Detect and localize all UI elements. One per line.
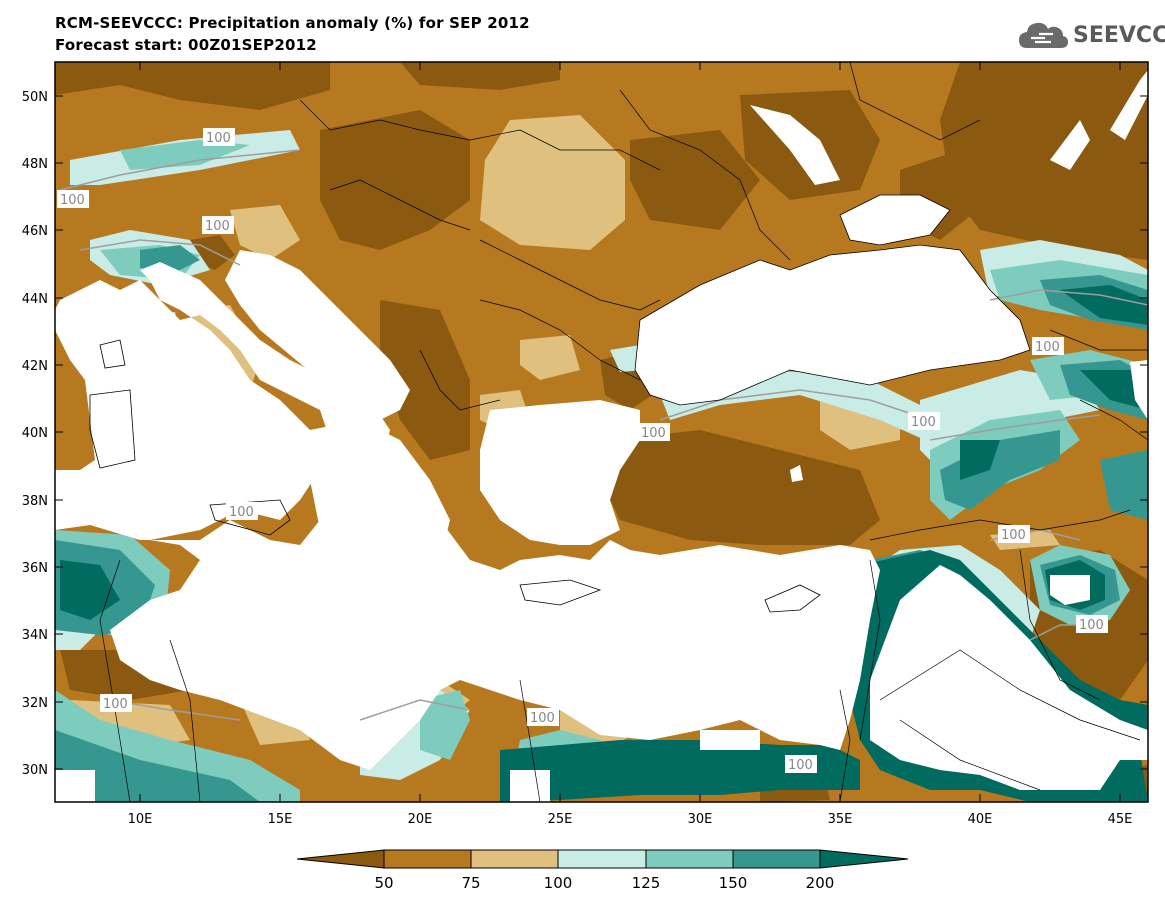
legend-label: 75 <box>461 874 480 892</box>
ionian-sea <box>310 420 450 580</box>
map-field: 100 100 100 100 100 100 100 100 100 100 … <box>55 62 1148 802</box>
legend-label: 150 <box>719 874 748 892</box>
tyrrhenian-sea <box>130 350 300 500</box>
lon-tick-label: 25E <box>548 812 573 827</box>
lon-tick-label: 10E <box>128 812 153 827</box>
lon-tick-label: 30E <box>688 812 713 827</box>
legend-swatch-above-200 <box>819 849 909 869</box>
sea-areas <box>55 195 1148 770</box>
contour-labels: 100 100 100 100 100 100 100 100 100 100 … <box>57 128 1108 773</box>
contour-label-100: 100 <box>103 697 128 712</box>
lat-tick-label: 46N <box>22 224 48 239</box>
legend-label: 125 <box>632 874 661 892</box>
lon-tick-label: 35E <box>828 812 853 827</box>
legend-swatch-75-100 <box>470 849 559 869</box>
lon-tick-label: 15E <box>268 812 293 827</box>
lat-tick-label: 48N <box>22 157 48 172</box>
adriatic-sea <box>225 250 410 420</box>
lat-tick-label: 42N <box>22 359 48 374</box>
legend-swatch-below-50 <box>296 849 385 869</box>
contour-label-100: 100 <box>205 219 230 234</box>
contour-label-100: 100 <box>641 426 666 441</box>
contour-label-100: 100 <box>530 711 555 726</box>
lat-tick-label: 34N <box>22 628 48 643</box>
mediterranean-sea <box>55 262 880 770</box>
legend-swatch-150-200 <box>732 849 821 869</box>
lat-tick-label: 44N <box>22 292 48 307</box>
seevccc-logo: SEEVCCC <box>1017 18 1165 52</box>
legend-label: 50 <box>374 874 393 892</box>
latitude-axis: 50N 48N 46N 44N 42N 40N 38N 36N 34N 32N … <box>22 90 1148 778</box>
contour-label-100: 100 <box>1079 618 1104 633</box>
title-line-2: Forecast start: 00Z01SEP2012 <box>55 36 317 54</box>
logo-text: SEEVCCC <box>1073 22 1165 48</box>
map-title: RCM-SEEVCCC: Precipitation anomaly (%) f… <box>55 12 530 56</box>
legend-swatch-125-150 <box>645 849 734 869</box>
lat-tick-label: 38N <box>22 494 48 509</box>
contour-label-100: 100 <box>1001 528 1026 543</box>
contour-label-100: 100 <box>60 193 85 208</box>
legend-swatch-100-125 <box>557 849 647 869</box>
no-data-patches <box>55 70 1148 802</box>
legend-label: 200 <box>806 874 835 892</box>
coastlines <box>89 194 1031 613</box>
lon-tick-label: 20E <box>408 812 433 827</box>
lat-tick-label: 36N <box>22 561 48 576</box>
country-borders <box>99 62 1148 802</box>
contour-label-100: 100 <box>206 131 231 146</box>
contour-label-100: 100 <box>788 758 813 773</box>
colorbar-legend <box>296 849 909 869</box>
lon-tick-label: 40E <box>968 812 993 827</box>
contour-label-100: 100 <box>229 505 254 520</box>
legend-label: 100 <box>544 874 573 892</box>
lon-tick-label: 45E <box>1108 812 1133 827</box>
caspian-sea <box>1130 360 1148 420</box>
sea-of-azov <box>840 195 950 245</box>
title-line-1: RCM-SEEVCCC: Precipitation anomaly (%) f… <box>55 14 530 32</box>
lat-tick-label: 40N <box>22 426 48 441</box>
lat-tick-label: 32N <box>22 696 48 711</box>
aegean-sea <box>480 400 640 545</box>
contour-label-100: 100 <box>911 415 936 430</box>
cloud-icon <box>1019 22 1068 48</box>
black-sea <box>635 245 1030 405</box>
lat-tick-label: 50N <box>22 90 48 105</box>
colorbar-labels: 50 75 100 125 150 200 <box>374 874 834 892</box>
legend-swatch-50-75 <box>383 849 472 869</box>
longitude-axis: 10E 15E 20E 25E 30E 35E 40E 45E <box>128 62 1133 827</box>
lat-tick-label: 30N <box>22 763 48 778</box>
contour-label-100: 100 <box>1035 340 1060 355</box>
